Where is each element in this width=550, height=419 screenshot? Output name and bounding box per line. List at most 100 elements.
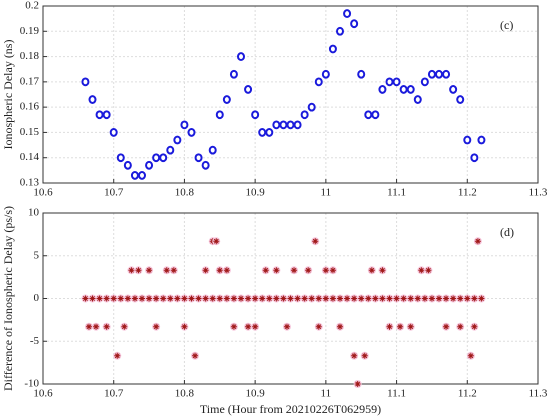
annotation: (d) (500, 225, 514, 239)
marker (229, 69, 238, 79)
marker (153, 323, 160, 330)
marker (371, 110, 380, 120)
marker (321, 69, 330, 79)
marker (159, 153, 168, 163)
x-tick-label: 10.6 (33, 187, 53, 199)
marker (315, 295, 322, 302)
marker (358, 295, 365, 302)
y-tick-label: 0.15 (20, 126, 40, 138)
marker (393, 295, 400, 302)
marker (372, 295, 379, 302)
marker (201, 160, 210, 170)
marker (180, 120, 189, 130)
marker (286, 120, 295, 130)
marker (435, 69, 443, 79)
x-tick-label: 11.1 (387, 187, 406, 199)
x-tick-label: 11 (321, 187, 332, 199)
marker (301, 295, 308, 302)
marker (252, 295, 259, 302)
marker (379, 295, 386, 302)
y-tick-label: 0.19 (20, 25, 40, 37)
marker (85, 323, 92, 330)
marker (343, 9, 352, 18)
x-axis-label: Time (Hour from 20210226T062959) (200, 402, 381, 416)
marker (93, 323, 100, 330)
x-tick-label: 11.3 (529, 388, 548, 400)
marker (357, 69, 366, 79)
marker (215, 110, 224, 120)
y-tick-label: 0.13 (20, 177, 40, 189)
marker (336, 26, 344, 36)
marker (280, 295, 287, 302)
marker (300, 110, 309, 120)
marker (463, 135, 472, 145)
marker (146, 267, 153, 274)
marker (222, 95, 231, 104)
marker (308, 295, 315, 302)
marker (163, 267, 170, 274)
marker (474, 238, 481, 245)
marker (413, 95, 422, 104)
marker (181, 295, 188, 302)
marker (128, 267, 135, 274)
marker (407, 295, 414, 302)
marker (109, 128, 118, 137)
marker (209, 295, 216, 302)
y-tick-label: -10 (24, 378, 39, 390)
marker (166, 145, 175, 155)
marker (354, 381, 361, 387)
marker (130, 171, 139, 180)
marker (392, 77, 401, 87)
marker (457, 295, 464, 302)
marker (322, 295, 329, 302)
marker (379, 267, 386, 274)
marker (116, 153, 125, 163)
y-tick-label: 0 (34, 292, 40, 304)
x-tick-label: 10.9 (246, 187, 266, 199)
marker (443, 323, 450, 330)
marker (386, 323, 393, 330)
marker (307, 102, 316, 112)
marker (420, 77, 429, 87)
marker (123, 160, 132, 170)
marker (471, 295, 478, 302)
marker (425, 267, 432, 274)
marker (244, 85, 253, 94)
marker (266, 295, 273, 302)
marker (121, 323, 128, 330)
marker (238, 295, 244, 302)
marker (138, 171, 146, 180)
marker (287, 295, 294, 302)
x-tick-label: 10.7 (104, 388, 124, 400)
marker (167, 295, 174, 302)
marker (272, 120, 281, 130)
marker (477, 135, 486, 145)
marker (265, 128, 274, 137)
marker (365, 295, 372, 302)
marker (400, 295, 407, 302)
marker (329, 295, 336, 302)
marker (194, 153, 203, 163)
marker (195, 295, 202, 302)
marker (414, 295, 421, 302)
x-tick-label: 11.2 (458, 187, 477, 199)
marker (283, 323, 290, 330)
x-tick-label: 10.6 (33, 388, 53, 400)
marker (351, 295, 358, 302)
marker (351, 352, 358, 359)
marker (407, 323, 414, 330)
marker (114, 352, 121, 359)
marker (421, 295, 428, 302)
marker (315, 323, 322, 330)
y-tick-label: 0.18 (20, 50, 40, 62)
marker (216, 267, 223, 274)
marker (471, 323, 478, 330)
marker (406, 85, 415, 94)
marker (95, 110, 104, 120)
marker (237, 52, 245, 61)
marker (223, 295, 230, 302)
marker (174, 295, 181, 302)
marker (160, 295, 167, 302)
marker (368, 267, 375, 274)
